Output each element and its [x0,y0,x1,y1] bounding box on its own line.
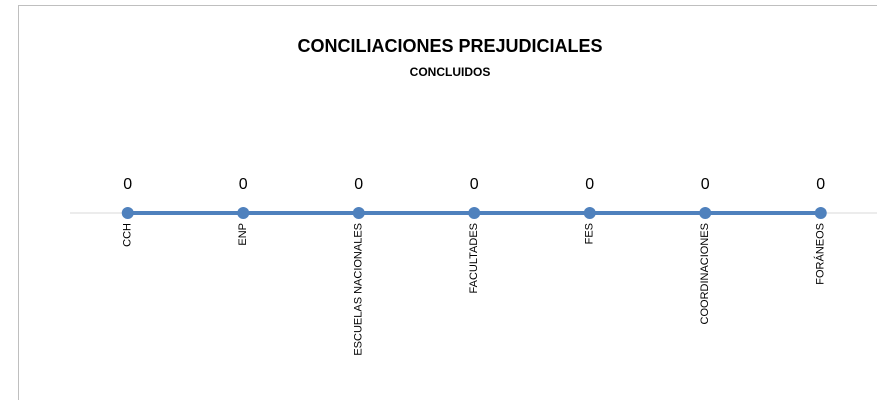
x-tick-label: FORÁNEOS [814,223,827,285]
chart-subtitle: CONCLUIDOS [410,65,491,79]
x-tick-label: CCH [122,223,134,247]
chart-title: CONCILIACIONES PREJUDICIALES [297,36,602,56]
marker [352,207,365,219]
x-tick-label: ESCUELAS NACIONALES [353,223,365,356]
x-tick-label: FACULTADES [468,223,480,294]
marker [814,207,827,219]
data-label: 0 [701,176,710,193]
chart-frame [18,5,877,400]
data-label: 0 [816,176,825,193]
x-tick-label: COORDINACIONES [699,223,711,324]
marker [583,207,596,219]
data-label: 0 [123,176,132,193]
data-label: 0 [585,176,594,193]
data-label: 0 [470,176,479,193]
marker [468,207,481,219]
marker [699,207,712,219]
x-tick-label: FES [584,223,596,244]
x-tick-label: ENP [237,223,249,246]
data-label: 0 [354,176,363,193]
data-label: 0 [239,176,248,193]
marker [121,207,134,219]
marker [237,207,250,219]
